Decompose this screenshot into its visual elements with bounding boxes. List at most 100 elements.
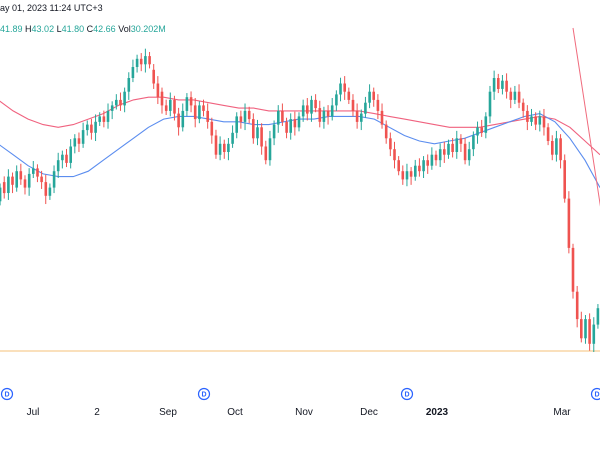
candle-body [256,127,259,139]
candle-body [169,99,172,111]
candle-body [501,80,504,89]
volume-label: Vol [118,24,131,34]
candle-body [15,171,18,188]
candle [546,123,550,146]
candle-body [351,99,355,111]
candle-body [463,143,467,161]
candle [277,105,280,133]
candle-body [214,135,218,155]
candle [106,103,110,129]
candle-body [476,127,479,136]
candle-body [434,154,438,161]
candle [301,99,305,122]
candle-body [102,116,106,122]
candle [139,53,143,72]
candle [56,152,60,179]
candle-body [505,80,508,92]
candle-body [405,171,409,180]
candle [318,100,322,128]
candle-body [193,105,197,120]
high-label: H [25,24,32,34]
candle [384,120,388,144]
candle [575,285,579,328]
candle-body [206,110,209,122]
candle-body [227,143,230,152]
candle-body [61,154,64,161]
candle [517,84,521,109]
open-value: 41.89 [0,24,23,34]
candle-body [106,110,110,122]
candle-body [384,124,388,139]
dividend-marker-circle [590,387,600,401]
candle [144,48,147,73]
candle-body [110,105,114,111]
candle [177,107,180,136]
candle [289,113,292,140]
candle-body [542,116,546,128]
candle-body [397,160,400,172]
candle [405,163,409,187]
dividend-marker-label: D [4,392,9,399]
dividend-marker[interactable]: D [197,387,211,401]
candle [451,138,454,158]
candle [198,101,201,124]
candle-body [94,121,97,133]
candle [592,317,596,352]
close-value: 42.66 [93,24,116,34]
x-tick-label: Nov [295,407,313,418]
candle-body [422,160,425,172]
candle-body [218,143,222,155]
candle [438,143,442,168]
candle [44,174,48,205]
candle [360,109,363,131]
dividend-marker[interactable]: D [0,387,14,401]
candle-body [393,149,396,161]
candle [380,103,384,129]
candle [497,73,500,94]
candle-body [580,319,583,339]
candle [463,138,467,165]
candle [98,112,101,126]
candle [335,90,338,111]
candle-body [36,168,39,177]
candle-body [488,91,492,117]
candle-body [306,105,309,114]
candle-body [173,99,176,114]
candle [393,141,396,169]
candle [123,87,126,113]
dividend-marker[interactable]: D [400,387,414,401]
ohlc-readout: 41.89 H43.02 L41.80 C42.66 Vol30.202M [0,24,166,34]
candle-body [472,135,475,150]
candle [231,125,234,148]
candle-body [451,143,454,152]
candle-body [243,110,247,122]
trendline[interactable] [572,27,600,352]
candle [285,117,288,139]
candle [364,96,367,118]
candle-body [513,91,517,100]
x-tick-label: 2 [94,407,100,418]
candle-body [48,187,52,196]
candle-body [414,165,417,177]
candle [169,92,172,117]
candle-body [409,171,413,177]
candle-body [181,110,185,128]
candle [322,106,326,129]
candle-body [260,127,263,147]
candle-body [7,176,10,193]
candle-body [563,160,566,199]
dividend-marker-circle [400,387,414,401]
candle [135,54,139,73]
candle-body [530,116,533,122]
candle-body [376,99,380,111]
dividend-marker-circle [197,387,211,401]
candle [430,147,434,170]
candle [206,103,209,129]
candle-body [546,127,550,141]
candle [185,93,189,117]
candle-body [380,110,384,125]
candle [310,95,313,122]
candle-body [198,105,201,120]
dividend-marker[interactable]: D [590,387,600,401]
